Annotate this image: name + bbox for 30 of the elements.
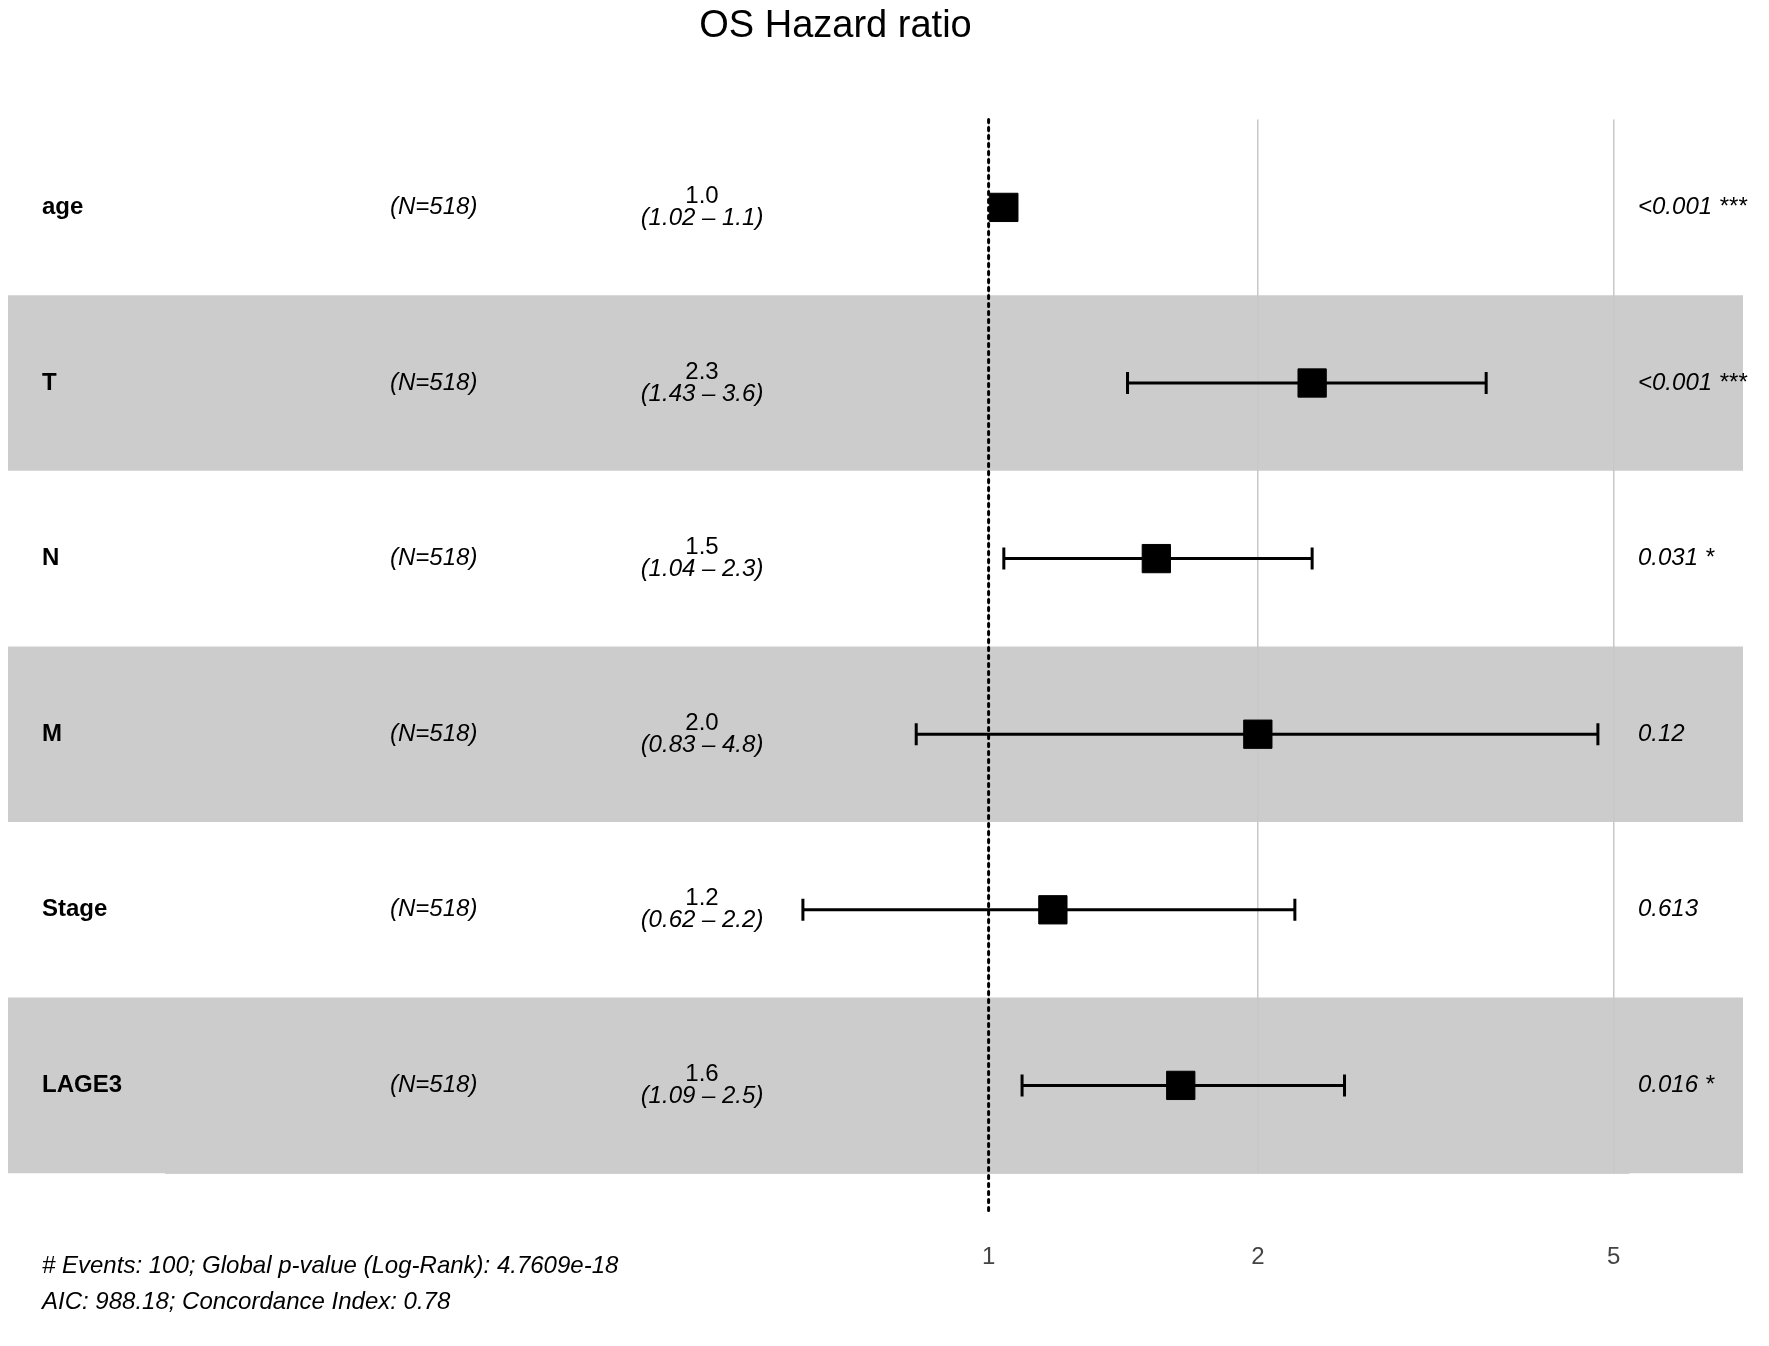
x-tick-label: 2 [1251, 1242, 1265, 1270]
text: <0.001 *** [1638, 192, 1748, 220]
x-tick-label: 5 [1607, 1242, 1621, 1270]
annotation: 1.5 (1.04 – 2.3) [640, 532, 764, 582]
chart-title: OS Hazard ratio [699, 3, 972, 46]
y-tick-label: LAGE3 [42, 1070, 123, 1098]
annotation: 1.0 (1.02 – 1.1) [640, 181, 764, 231]
annotation: (N=518) [390, 192, 478, 220]
annotation: 1.2 (0.62 – 2.2) [640, 883, 764, 933]
annotation: 1.6 (1.09 – 2.5) [640, 1059, 764, 1109]
y-tick-label: age [42, 192, 84, 220]
annotation: (N=518) [390, 543, 478, 571]
annotation: 2.3 (1.43 – 3.6) [640, 356, 764, 406]
text: <0.001 *** [1638, 367, 1748, 395]
annotation: (N=518) [390, 894, 478, 922]
annotation: (N=518) [390, 367, 478, 395]
text: 0.031 * [1638, 543, 1715, 571]
y-tick-label: T [42, 367, 57, 395]
text: AIC: 988.18; Concordance Index: 0.78 [40, 1286, 451, 1314]
y-tick-label: N [42, 543, 60, 571]
annotation: (N=518) [390, 718, 478, 746]
text: 0.12 [1638, 718, 1685, 746]
annotation: (N=518) [390, 1070, 478, 1098]
text: # Events: 100; Global p-value (Log-Rank): 4.7609e-18 [42, 1250, 619, 1278]
annotation: 2.0 (0.83 – 4.8) [640, 707, 764, 757]
text: 0.016 * [1638, 1070, 1715, 1098]
x-tick-label: 1 [981, 1242, 996, 1270]
text: 0.613 [1638, 894, 1699, 922]
y-tick-label: Stage [42, 894, 108, 922]
y-tick-label: M [42, 718, 62, 746]
